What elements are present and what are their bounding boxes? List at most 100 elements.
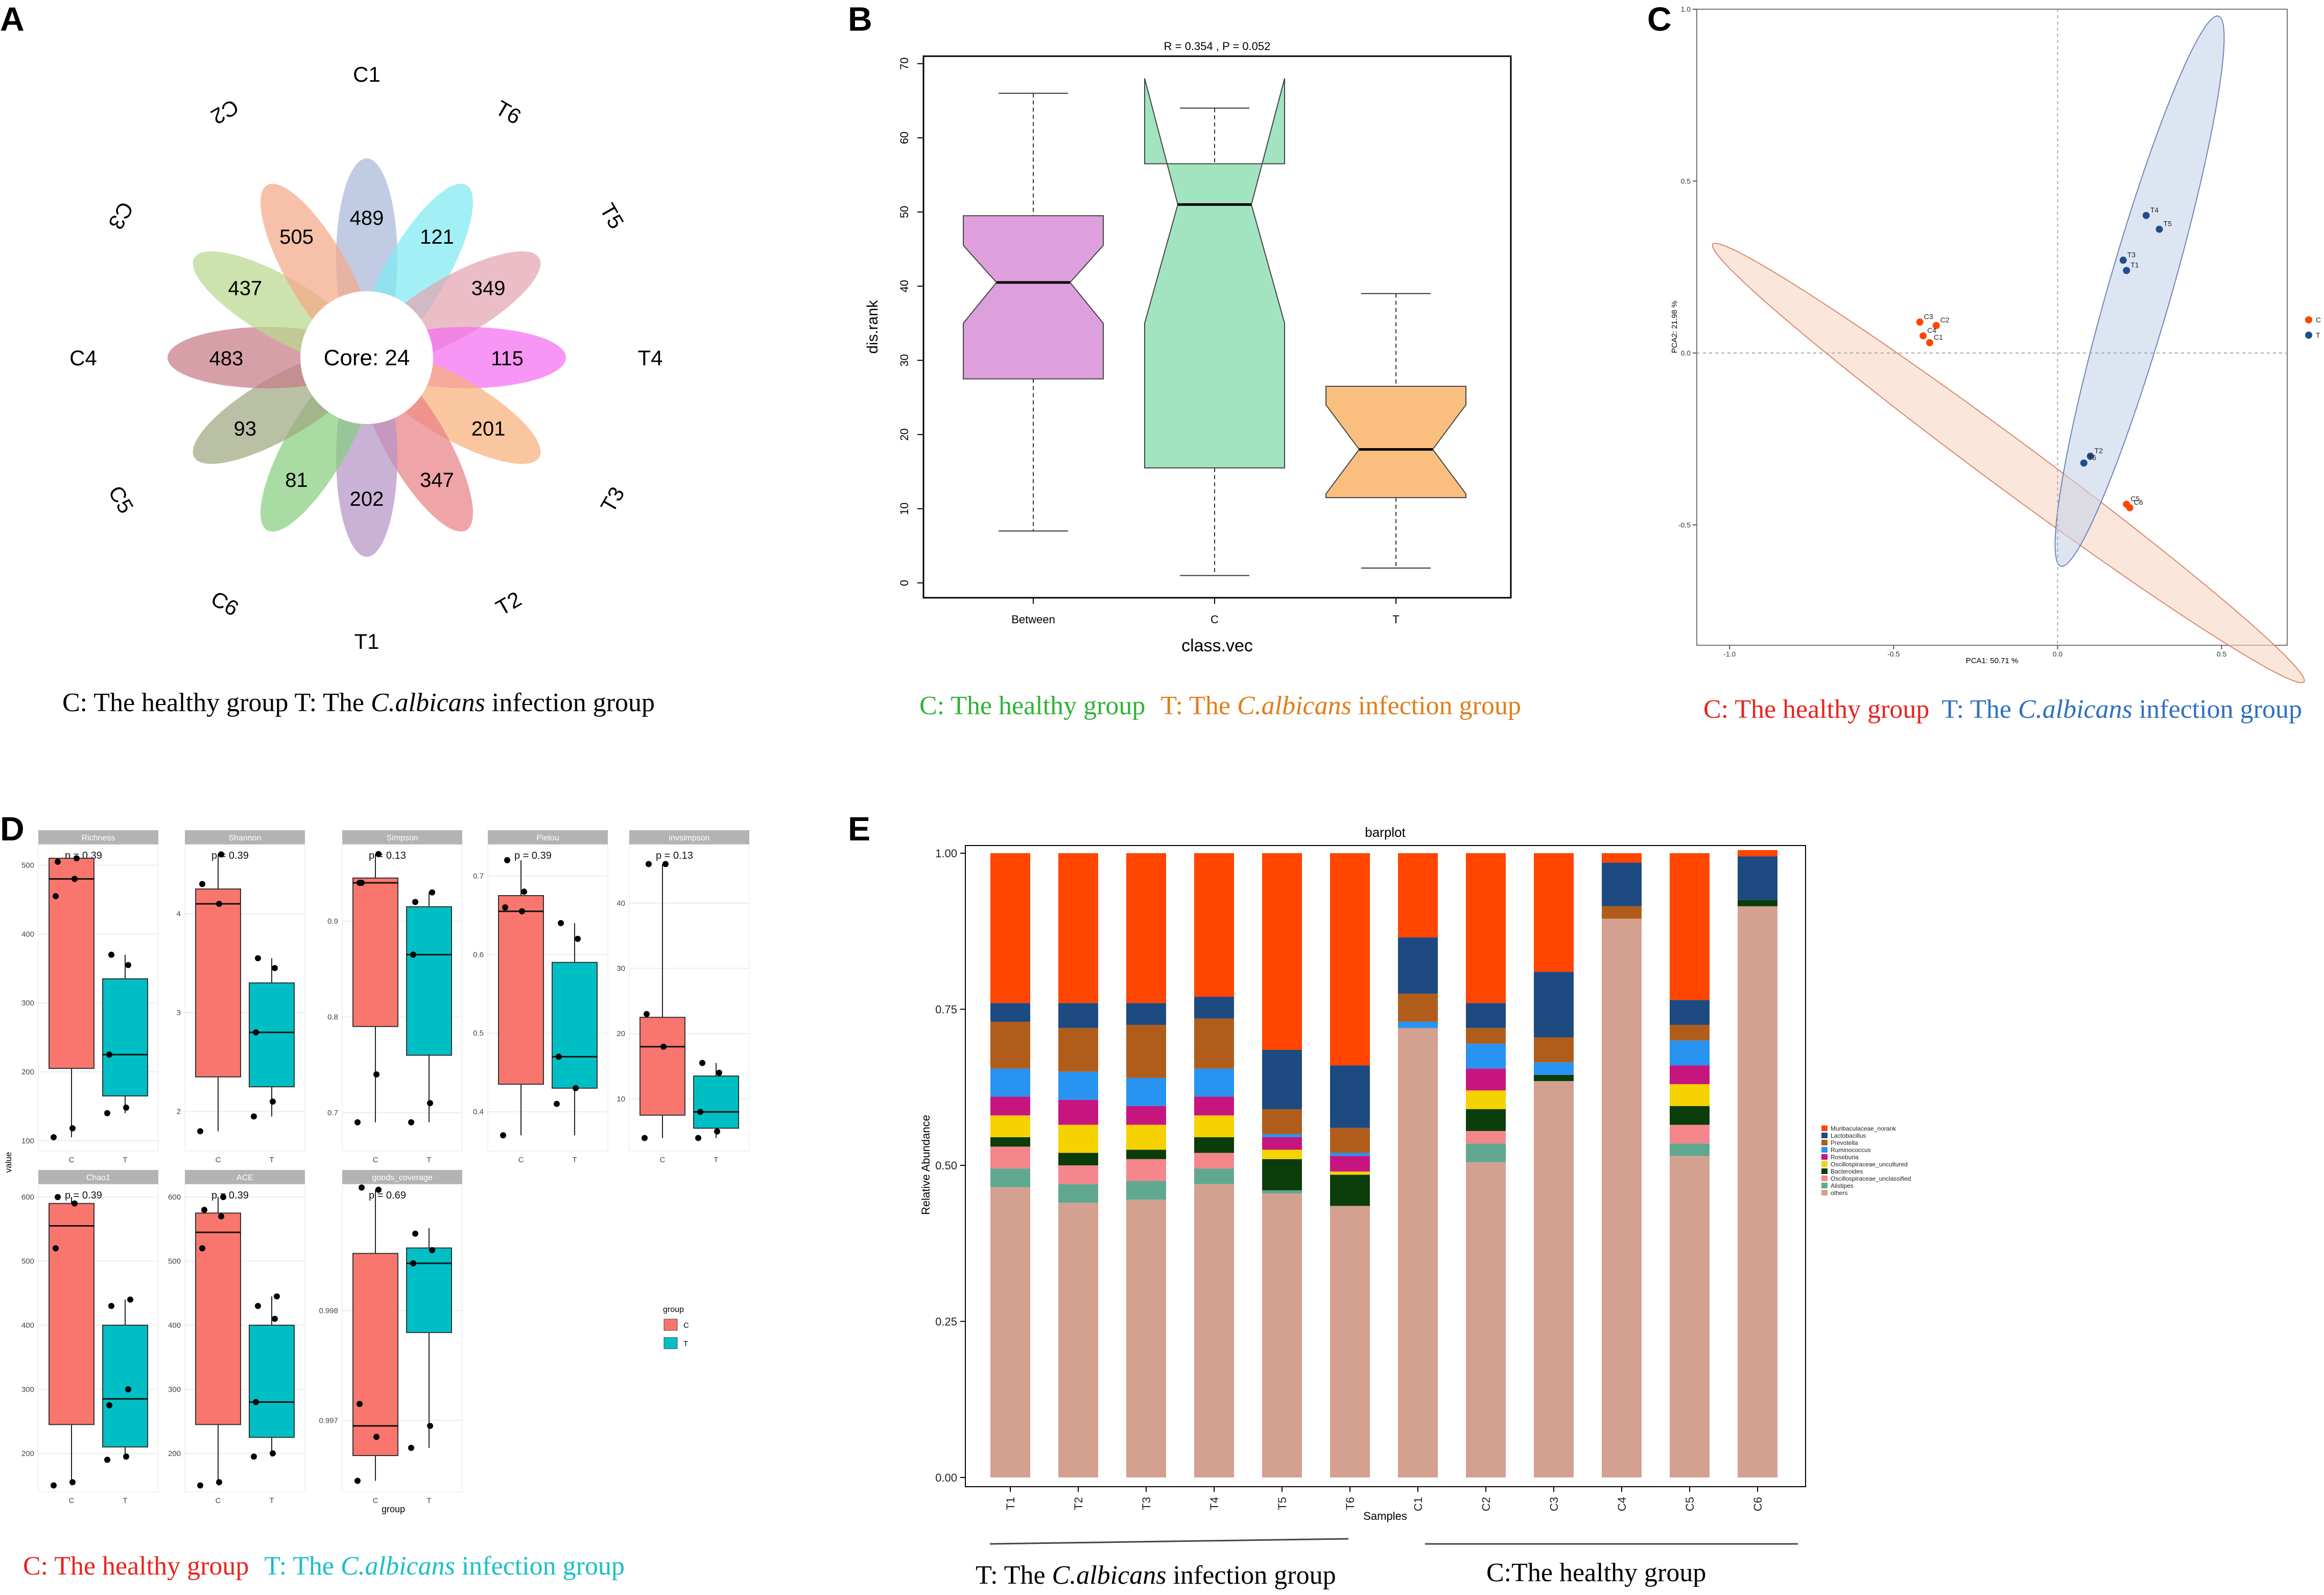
point-d (373, 1434, 380, 1440)
p-value-label: p = 0.13 (656, 850, 693, 861)
legend-swatch-e (1821, 1190, 1828, 1195)
bar-segment (1398, 853, 1438, 937)
y-axis-label-e: Relative Abundance (919, 1115, 932, 1215)
core-circle (300, 291, 433, 424)
panel-label-a: A (0, 0, 25, 38)
box-C (49, 857, 94, 1069)
point-d (72, 1200, 78, 1207)
y-tick-label-c: 1.0 (1681, 5, 1691, 13)
x-tick-label-c: 0.5 (2217, 650, 2227, 658)
box-C (1144, 78, 1285, 468)
x-tick-label-b: Between (1011, 613, 1055, 626)
petal-value-T2: 347 (420, 469, 454, 491)
facet-title: ACE (236, 1174, 253, 1182)
x-tick-label-d: T (426, 1496, 431, 1505)
point-label-C4: C4 (1927, 326, 1936, 334)
legend-marker-c (2305, 316, 2312, 323)
point-d (274, 1293, 280, 1300)
bar-segment (1126, 1003, 1166, 1025)
bar-segment (1670, 1040, 1710, 1066)
panel-b: B R = 0.354 , P = 0.052 0 10 20 30 40 50 60 70 B… (848, 0, 1521, 720)
petal-value-C1: 489 (350, 207, 384, 229)
bar-segment (1194, 1068, 1234, 1097)
petal-value-T3: 201 (471, 418, 506, 440)
point-d (51, 1134, 57, 1141)
legend-title-d: group (663, 1305, 684, 1314)
bar-segment (1738, 900, 1777, 906)
petal-label-T2: T2 (492, 587, 526, 620)
bar-segment (1194, 1168, 1234, 1184)
point-d (216, 1479, 222, 1486)
core-label: Core: 24 (324, 345, 410, 370)
legend-label-e: Prevotella (1831, 1139, 1858, 1146)
box-C (195, 1212, 241, 1425)
bar-segment (1670, 853, 1710, 1000)
point-d (272, 1316, 278, 1322)
bar-segment (1330, 1175, 1370, 1206)
bar-segment (990, 853, 1030, 1003)
bar-segment (1058, 1124, 1098, 1153)
bar-segment (1534, 972, 1574, 1038)
legend-label-e: Ruminococcus (1831, 1146, 1871, 1154)
facet-strip (38, 1170, 158, 1184)
bar-segment (1194, 1184, 1234, 1477)
p-value-label: p = 0.39 (211, 850, 249, 861)
bar-segment (1262, 1134, 1302, 1138)
y-tick-label-d: 4 (177, 909, 181, 918)
bar-segment (1058, 853, 1098, 1003)
y-tick-label-d: 0.7 (473, 872, 484, 881)
y-tick-label-d: 0.7 (327, 1109, 338, 1117)
x-tick-label-d: C (660, 1156, 666, 1164)
y-tick-label-d: 0.9 (327, 917, 338, 926)
y-tick-label-c: 0.5 (1681, 177, 1691, 185)
y-tick-label-d: 100 (21, 1137, 34, 1145)
bar-segment (1534, 1081, 1574, 1477)
y-tick-label-d: 30 (616, 965, 625, 973)
y-tick-label-b: 10 (898, 503, 911, 515)
panel-c: C -1.0 -0.5 0.0 0.5-0.50.00.51.0C3 C2C4C1C5C… (1647, 0, 2321, 724)
box-C (639, 1017, 685, 1116)
bar-segment (1330, 1206, 1370, 1477)
y-tick-label-b: 0 (898, 580, 911, 586)
box-T (552, 961, 598, 1089)
facet-strip (38, 830, 158, 845)
point-d (251, 1453, 257, 1460)
legend-swatch-d (663, 1337, 678, 1349)
x-tick-label-d: C (69, 1156, 75, 1164)
petal-label-T3: T3 (596, 483, 629, 517)
point-label-C6: C6 (2134, 498, 2143, 506)
point-d (199, 1245, 205, 1252)
bar-segment (1058, 1028, 1098, 1072)
bar-segment (1126, 1200, 1166, 1477)
petal-value-C3: 437 (228, 277, 262, 300)
bar-segment (1602, 862, 1642, 906)
y-tick-label-d: 0.8 (327, 1013, 338, 1022)
petal-label-T5: T5 (596, 199, 629, 233)
plot-frame-c (1696, 9, 2288, 646)
y-tick-label-b: 20 (898, 428, 911, 440)
point-d (697, 1109, 703, 1115)
legend-label-e: Oscillospiraceae_uncultured (1831, 1161, 1908, 1168)
point-d (125, 1386, 131, 1393)
bar-segment (990, 1068, 1030, 1097)
ellipse-t (2054, 15, 2225, 567)
bar-segment (1330, 1153, 1370, 1156)
bar-segment (1126, 853, 1166, 1003)
box-T (102, 978, 148, 1097)
bar-segment (1534, 1037, 1574, 1063)
point-d (197, 1128, 203, 1135)
point-d (716, 1069, 722, 1076)
bar-segment (1058, 1203, 1098, 1477)
box-C (498, 895, 544, 1085)
y-tick-label-b: 50 (898, 206, 911, 218)
point-d (127, 1296, 133, 1303)
bar-segment (1738, 850, 1777, 857)
panel-label-e: E (848, 810, 870, 848)
point-C1 (1926, 339, 1933, 346)
bar-segment (1602, 906, 1642, 919)
petal-label-T1: T1 (354, 629, 379, 653)
petal-label-T6: T6 (491, 96, 525, 129)
bar-segment (1330, 1128, 1370, 1153)
point-d (500, 1132, 506, 1139)
x-tick-label-d: T (714, 1156, 718, 1164)
